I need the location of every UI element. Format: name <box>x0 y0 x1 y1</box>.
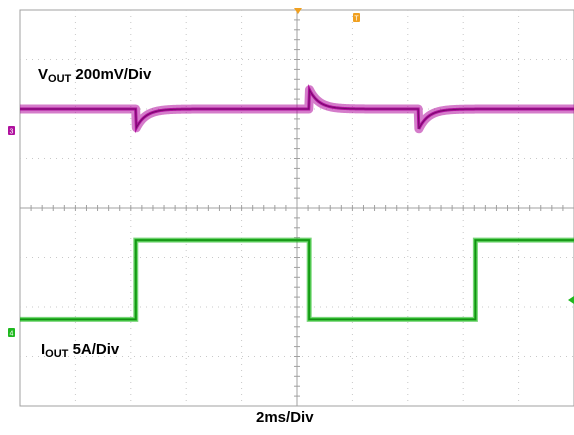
vout-scale-label: VOUT 200mV/Div <box>38 66 152 85</box>
trigger-marker <box>353 13 360 22</box>
vout-trace-edge <box>20 87 574 130</box>
trigger-position-marker <box>294 8 302 14</box>
iout-trace <box>20 238 574 321</box>
ch4-marker-label: 4 <box>10 331 14 338</box>
ch4-marker <box>8 328 15 337</box>
ch3-marker-label: 3 <box>10 129 14 136</box>
time-scale-label: 2ms/Div <box>256 409 314 426</box>
ch3-marker <box>8 126 15 135</box>
trigger-level-marker <box>568 296 574 304</box>
iout-trace-edge <box>20 239 574 320</box>
iout-scale-label: IOUT 5A/Div <box>41 341 120 360</box>
trigger-marker-label: T <box>354 16 359 23</box>
